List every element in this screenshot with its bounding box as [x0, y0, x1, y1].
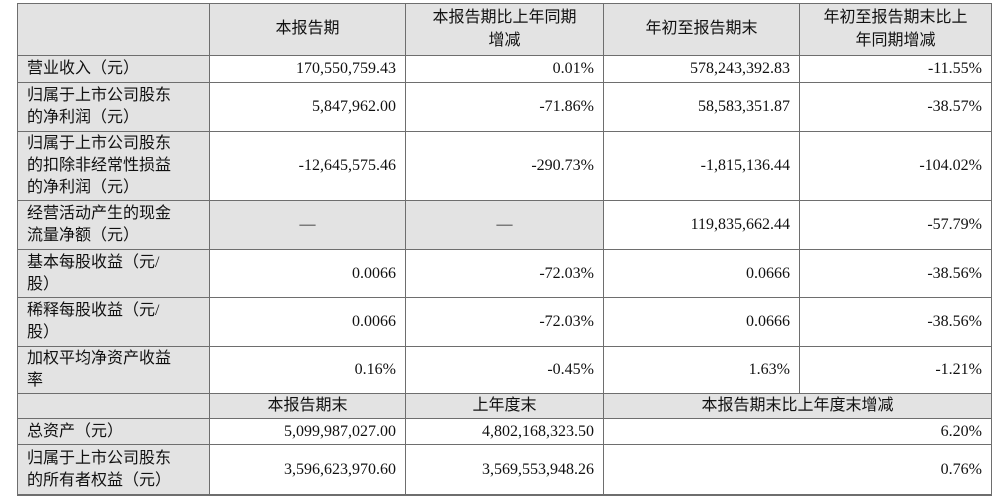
cell-ytd-yoy-change: -57.79% — [799, 200, 992, 251]
table-row-net-profit: 归属于上市公司股东 的净利润（元） 5,847,962.00 -71.86% 5… — [17, 82, 992, 132]
row-label: 归属于上市公司股东 的扣除非经常性损益 的净利润（元） — [17, 130, 210, 202]
row-label: 稀释每股收益（元/ 股） — [17, 297, 210, 348]
row-label: 经营活动产生的现金 流量净额（元） — [17, 200, 210, 251]
row-label: 总资产（元） — [17, 418, 210, 446]
header-row-period-end: 本报告期末 上年度末 本报告期末比上年度末增减 — [17, 393, 992, 420]
column-header-current-period-yoy-change: 本报告期比上年同期 增减 — [405, 3, 604, 56]
cell-current-period: 5,847,962.00 — [209, 82, 406, 132]
column-header-ytd-yoy-change: 年初至报告期末比上 年同期增减 — [799, 3, 992, 56]
cell-current-period-na: — — [209, 200, 406, 251]
row-label: 营业收入（元） — [17, 55, 210, 83]
row-label: 基本每股收益（元/ 股） — [17, 249, 210, 299]
table-row-operating-revenue: 营业收入（元） 170,550,759.43 0.01% 578,243,392… — [17, 55, 992, 83]
cell-current-period: 0.0066 — [209, 249, 406, 299]
column-header-end-of-last-year: 上年度末 — [405, 393, 604, 420]
cell-end-of-last-year: 4,802,168,323.50 — [405, 418, 604, 446]
cell-ytd-yoy-change: -1.21% — [799, 346, 992, 395]
row-label: 归属于上市公司股东 的所有者权益（元） — [17, 444, 210, 496]
table-row-operating-cash-flow: 经营活动产生的现金 流量净额（元） — — 119,835,662.44 -57… — [17, 200, 992, 251]
cell-ytd-yoy-change: -38.57% — [799, 82, 992, 132]
column-header-end-of-period: 本报告期末 — [209, 393, 406, 420]
cell-yoy-change: -72.03% — [405, 297, 604, 348]
table-row-owners-equity: 归属于上市公司股东 的所有者权益（元） 3,596,623,970.60 3,5… — [17, 444, 992, 496]
table-row-net-profit-excl-nonrecurring: 归属于上市公司股东 的扣除非经常性损益 的净利润（元） -12,645,575.… — [17, 130, 992, 202]
cell-current-period: 0.0066 — [209, 297, 406, 348]
table-row-basic-eps: 基本每股收益（元/ 股） 0.0066 -72.03% 0.0666 -38.5… — [17, 249, 992, 299]
table-row-weighted-avg-roe: 加权平均净资产收益 率 0.16% -0.45% 1.63% -1.21% — [17, 346, 992, 395]
financial-summary-table: 本报告期 本报告期比上年同期 增减 年初至报告期末 年初至报告期末比上 年同期增… — [17, 3, 992, 496]
cell-ytd-yoy-change: -104.02% — [799, 130, 992, 202]
column-header-year-to-date: 年初至报告期末 — [603, 3, 800, 56]
cell-yoy-change-na: — — [405, 200, 604, 251]
cell-ytd-yoy-change: -38.56% — [799, 297, 992, 348]
cell-ytd: 119,835,662.44 — [603, 200, 800, 251]
cell-change-vs-last-year-end: 0.76% — [603, 444, 992, 496]
cell-end-of-last-year: 3,569,553,948.26 — [405, 444, 604, 496]
header-empty-cell — [17, 393, 210, 420]
cell-yoy-change: -71.86% — [405, 82, 604, 132]
table-row-diluted-eps: 稀释每股收益（元/ 股） 0.0066 -72.03% 0.0666 -38.5… — [17, 297, 992, 348]
cell-yoy-change: 0.01% — [405, 55, 604, 83]
header-row-period: 本报告期 本报告期比上年同期 增减 年初至报告期末 年初至报告期末比上 年同期增… — [17, 3, 992, 56]
cell-yoy-change: -290.73% — [405, 130, 604, 202]
table-row-total-assets: 总资产（元） 5,099,987,027.00 4,802,168,323.50… — [17, 418, 992, 446]
cell-current-period: 0.16% — [209, 346, 406, 395]
cell-yoy-change: -0.45% — [405, 346, 604, 395]
cell-ytd-yoy-change: -38.56% — [799, 249, 992, 299]
cell-ytd: 578,243,392.83 — [603, 55, 800, 83]
cell-ytd-yoy-change: -11.55% — [799, 55, 992, 83]
cell-yoy-change: -72.03% — [405, 249, 604, 299]
cell-change-vs-last-year-end: 6.20% — [603, 418, 992, 446]
row-label: 加权平均净资产收益 率 — [17, 346, 210, 395]
column-header-current-period: 本报告期 — [209, 3, 406, 56]
cell-current-period: -12,645,575.46 — [209, 130, 406, 202]
cell-ytd: 0.0666 — [603, 297, 800, 348]
column-header-change-vs-last-year-end: 本报告期末比上年度末增减 — [603, 393, 992, 420]
row-label: 归属于上市公司股东 的净利润（元） — [17, 82, 210, 132]
cell-end-of-period: 3,596,623,970.60 — [209, 444, 406, 496]
cell-ytd: 1.63% — [603, 346, 800, 395]
header-empty-cell — [17, 3, 210, 56]
cell-ytd: 0.0666 — [603, 249, 800, 299]
cell-ytd: -1,815,136.44 — [603, 130, 800, 202]
cell-current-period: 170,550,759.43 — [209, 55, 406, 83]
cell-end-of-period: 5,099,987,027.00 — [209, 418, 406, 446]
cell-ytd: 58,583,351.87 — [603, 82, 800, 132]
